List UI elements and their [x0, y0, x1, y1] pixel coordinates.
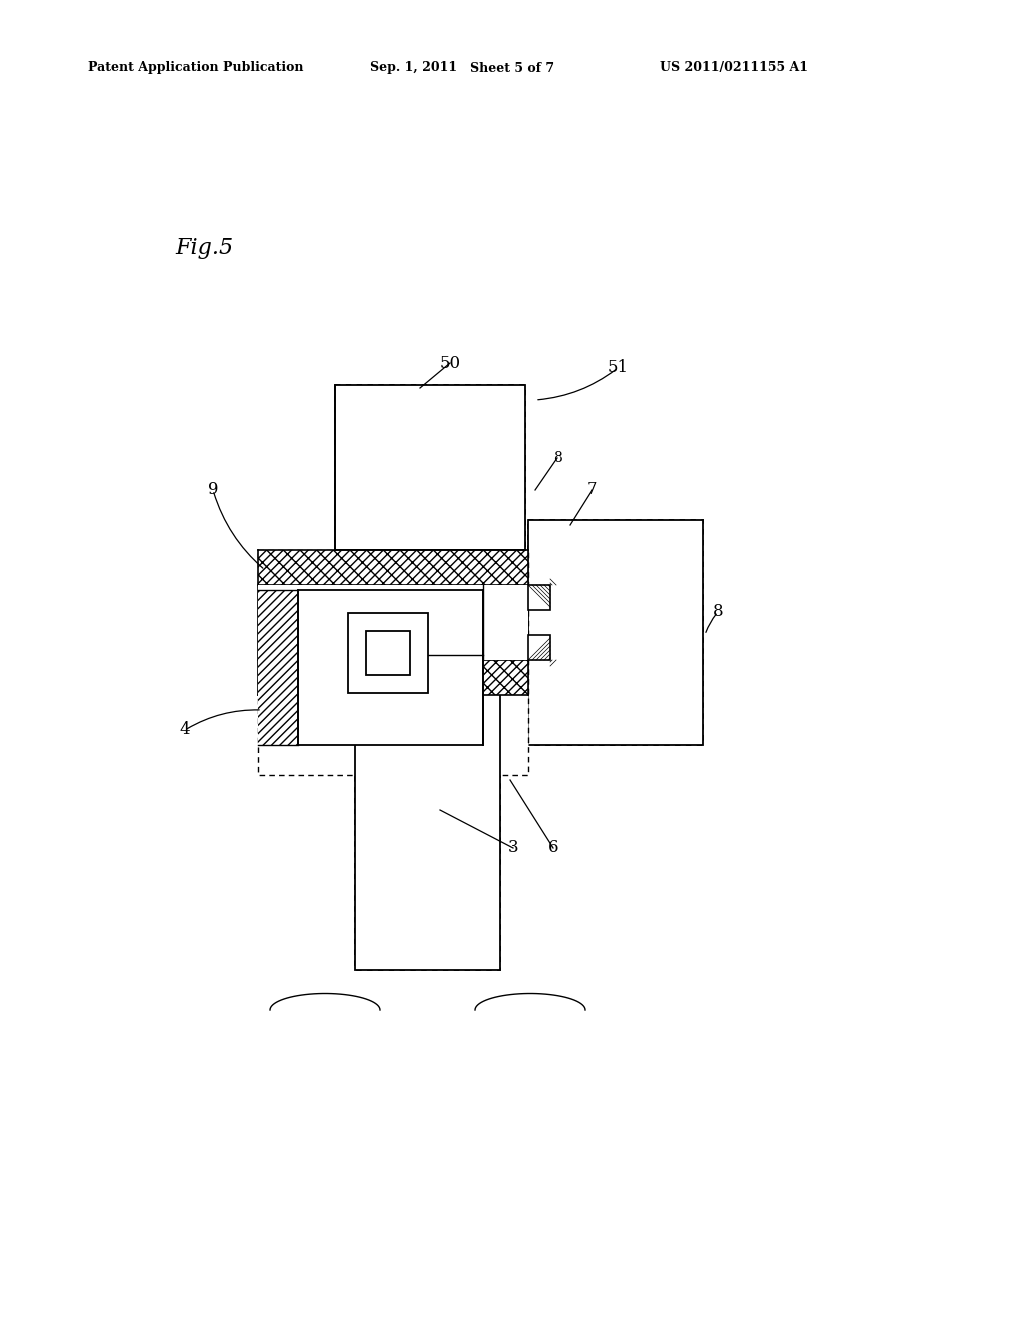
Bar — [355, 690, 500, 970]
Bar — [258, 660, 528, 696]
Bar — [258, 550, 528, 775]
Text: 6: 6 — [548, 840, 558, 857]
Text: 50: 50 — [439, 355, 461, 371]
Bar — [528, 635, 550, 660]
Bar — [366, 631, 410, 675]
Bar — [335, 385, 525, 550]
Text: Fig.5: Fig.5 — [175, 238, 233, 259]
Bar — [528, 520, 703, 744]
Bar — [258, 550, 528, 585]
Text: 9: 9 — [208, 482, 218, 499]
Bar — [348, 612, 428, 693]
Text: 4: 4 — [179, 722, 190, 738]
Text: 8: 8 — [553, 451, 561, 465]
Bar — [355, 690, 500, 970]
Bar — [355, 690, 500, 970]
Bar — [258, 590, 298, 744]
Bar — [335, 385, 525, 550]
Bar — [258, 660, 528, 696]
Bar — [528, 520, 703, 744]
Bar — [258, 550, 528, 585]
Text: 51: 51 — [607, 359, 629, 376]
Bar — [528, 585, 550, 610]
Text: Patent Application Publication: Patent Application Publication — [88, 62, 303, 74]
Text: 7: 7 — [587, 482, 597, 499]
Bar — [528, 520, 703, 744]
Bar — [258, 590, 298, 744]
Text: 3: 3 — [508, 840, 518, 857]
Text: 8: 8 — [713, 603, 723, 620]
Text: Sheet 5 of 7: Sheet 5 of 7 — [470, 62, 554, 74]
Text: US 2011/0211155 A1: US 2011/0211155 A1 — [660, 62, 808, 74]
Bar — [298, 590, 483, 744]
Text: Sep. 1, 2011: Sep. 1, 2011 — [370, 62, 457, 74]
Bar — [258, 585, 528, 660]
Bar — [335, 385, 525, 550]
